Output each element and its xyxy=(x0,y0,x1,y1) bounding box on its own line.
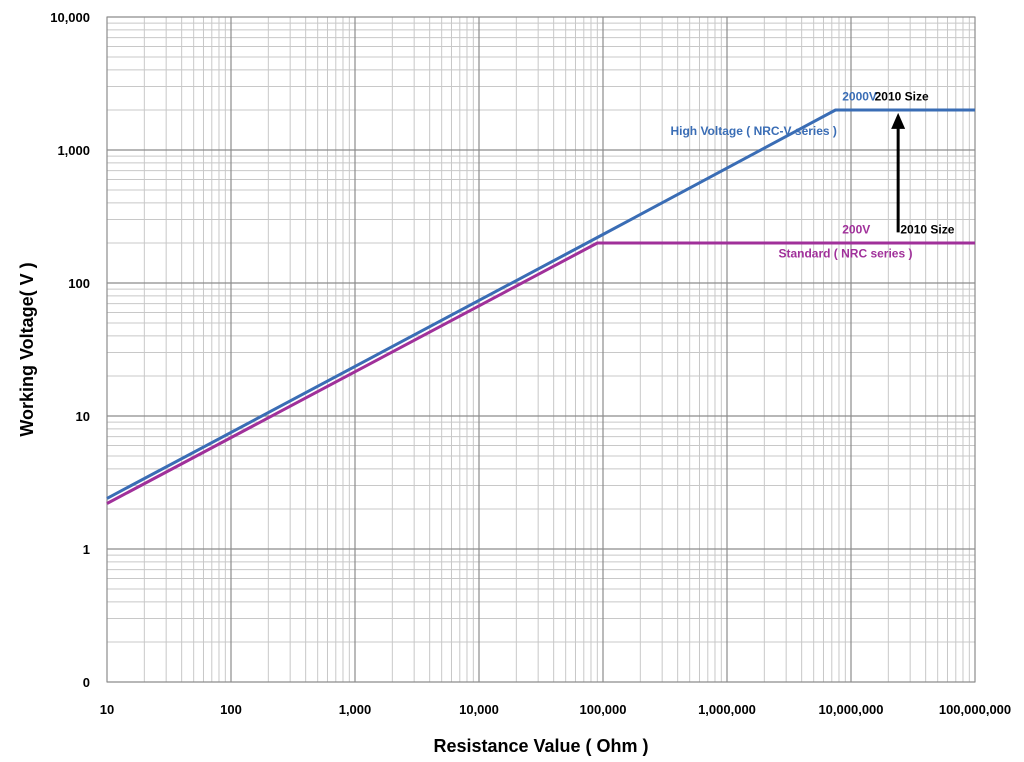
x-tick-label: 100,000 xyxy=(580,702,627,717)
annotation-label: 2000V xyxy=(842,90,877,104)
y-tick-label: 10,000 xyxy=(50,10,90,25)
y-tick-label: 100 xyxy=(68,276,90,291)
annotation-label: 200V xyxy=(842,222,870,236)
grid-minor xyxy=(107,17,975,682)
x-axis-title: Resistance Value ( Ohm ) xyxy=(433,736,648,756)
y-tick-label: 1,000 xyxy=(57,143,90,158)
x-tick-label: 1,000 xyxy=(339,702,372,717)
x-tick-label: 1,000,000 xyxy=(698,702,756,717)
y-tick-label: 0 xyxy=(83,675,90,690)
x-tick-label: 100,000,000 xyxy=(939,702,1011,717)
x-axis-ticks: 10 100 1,000 10,000 100,000 1,000,000 10,000,0… xyxy=(100,702,1011,717)
x-tick-label: 10,000 xyxy=(459,702,499,717)
plot-frame xyxy=(106,16,976,683)
series-line-0 xyxy=(106,108,975,500)
arrow-layer xyxy=(891,112,906,233)
y-axis-title: Working Voltage( V ) xyxy=(17,262,37,436)
x-tick-label: 10 xyxy=(100,702,114,717)
x-tick-label: 10,000,000 xyxy=(818,702,883,717)
annotation-label: Standard ( NRC series ) xyxy=(778,247,912,261)
annotation-label: 2010 Size xyxy=(900,222,954,236)
arrow-head xyxy=(891,112,906,129)
grid-major xyxy=(106,16,976,683)
series-line-1 xyxy=(106,241,975,505)
annotation-label: 2010 Size xyxy=(875,90,929,104)
x-tick-label: 100 xyxy=(220,702,242,717)
annotation-label: High Voltage ( NRC-V series ) xyxy=(670,124,836,138)
y-tick-label: 1 xyxy=(83,542,90,557)
y-axis-ticks: 0 1 10 100 1,000 10,000 xyxy=(50,10,90,690)
y-tick-label: 10 xyxy=(76,409,90,424)
plot-area xyxy=(106,16,976,683)
series-layer xyxy=(106,108,975,505)
